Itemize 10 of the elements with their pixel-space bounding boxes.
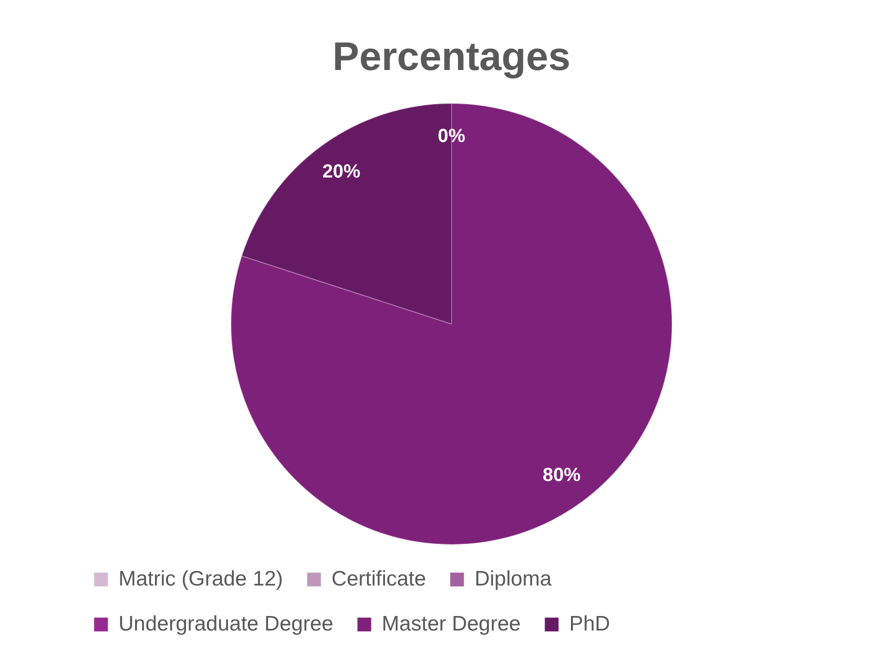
chart-title: Percentages — [332, 35, 570, 80]
legend-label: Undergraduate Degree — [118, 612, 334, 636]
legend-label: Diploma — [474, 567, 552, 590]
legend-label: Matric (Grade 12) — [118, 567, 284, 590]
data-label: 20% — [322, 162, 360, 183]
text: 0% — [438, 126, 466, 147]
legend-label: Master Degree — [382, 612, 521, 636]
data-label: 80% — [542, 464, 581, 486]
legend-label: PhD — [569, 612, 610, 636]
legend-label: Certificate — [332, 567, 426, 590]
